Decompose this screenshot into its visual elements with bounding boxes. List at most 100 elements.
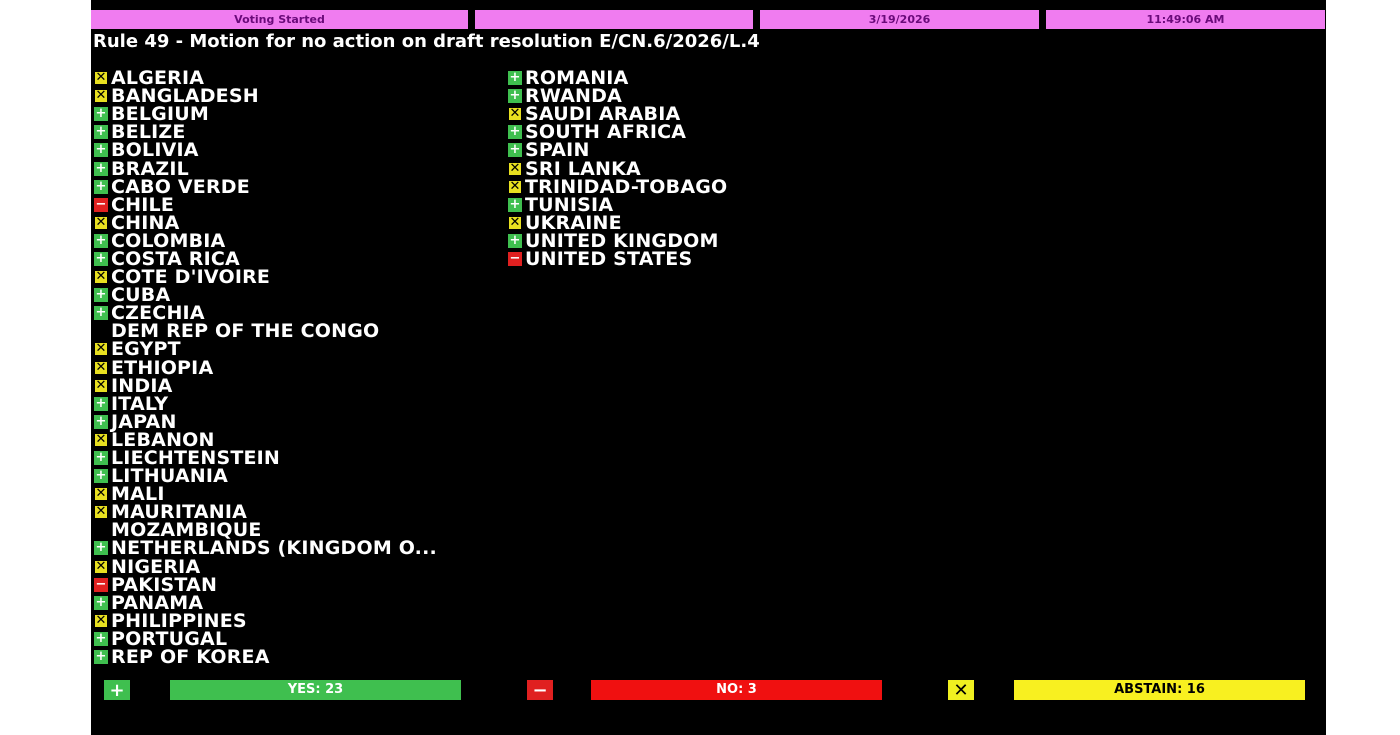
country-row: MOZAMBIQUE (94, 519, 437, 542)
country-row: ✕ MALI (94, 483, 437, 505)
country-row: DEM REP OF THE CONGO (94, 320, 437, 342)
x-icon: ✕ (94, 377, 108, 393)
country-row: + JAPAN (94, 411, 437, 433)
country-name: BOLIVIA (111, 139, 199, 162)
x-icon: ✕ (94, 214, 108, 230)
blank-bar (475, 10, 753, 29)
country-row: + COLOMBIA (94, 230, 437, 252)
country-row: ✕ ALGERIA (94, 67, 437, 89)
country-row: + PANAMA (94, 591, 437, 614)
plus-icon: + (94, 413, 108, 429)
x-icon: ✕ (508, 214, 522, 230)
country-row: + LIECHTENSTEIN (94, 447, 437, 470)
plus-icon: + (94, 232, 108, 248)
country-name: RWANDA (525, 85, 623, 108)
country-row: + REP OF KOREA (94, 646, 437, 669)
minus-icon: − (527, 680, 553, 701)
country-row: + RWANDA (508, 85, 727, 108)
country-row: ✕ BANGLADESH (94, 85, 437, 108)
plus-icon: + (94, 649, 108, 665)
plus-icon: + (94, 594, 108, 610)
country-name: INDIA (111, 374, 173, 397)
plus-icon: + (508, 70, 522, 86)
plus-icon: + (508, 124, 522, 140)
x-icon: ✕ (94, 504, 108, 520)
country-name: REP OF KOREA (111, 646, 270, 669)
country-row: + COSTA RICA (94, 247, 437, 270)
country-row: ✕ COTE D'IVOIRE (94, 266, 437, 288)
country-name: BANGLADESH (111, 85, 259, 108)
plus-icon: + (94, 540, 108, 556)
country-row: + NETHERLANDS (KINGDOM O... (94, 537, 437, 560)
country-row: + CUBA (94, 284, 437, 307)
plus-icon: + (94, 305, 108, 321)
plus-icon: + (94, 160, 108, 176)
plus-icon: + (94, 450, 108, 466)
minus-icon: − (94, 576, 108, 592)
country-name: BELGIUM (111, 103, 209, 126)
country-name: COSTA RICA (111, 247, 240, 270)
x-icon: ✕ (508, 106, 522, 122)
time-bar: 11:49:06 AM (1046, 10, 1325, 29)
country-name: SPAIN (525, 139, 590, 162)
status-bar: Voting Started (91, 10, 468, 29)
country-row: ✕ SRI LANKA (508, 157, 727, 180)
x-icon: ✕ (94, 341, 108, 357)
country-name: ROMANIA (525, 67, 629, 90)
x-icon: ✕ (94, 431, 108, 447)
country-row: + BOLIVIA (94, 139, 437, 162)
country-row: ✕ LEBANON (94, 429, 437, 451)
country-row: ✕ MAURITANIA (94, 501, 437, 523)
plus-icon: + (94, 178, 108, 194)
country-name: MOZAMBIQUE (111, 519, 262, 542)
country-name: CABO VERDE (111, 175, 250, 198)
x-icon: ✕ (94, 88, 108, 104)
x-icon: ✕ (94, 269, 108, 285)
abstain-tally: ABSTAIN: 16 (1014, 680, 1305, 700)
country-name: LIECHTENSTEIN (111, 447, 281, 470)
country-row: − UNITED STATES (508, 248, 727, 270)
country-name: CHILE (111, 193, 175, 216)
country-row: ✕ EGYPT (94, 338, 437, 360)
no-vote-icon (94, 523, 108, 537)
country-name: ETHIOPIA (111, 356, 214, 379)
plus-icon: + (508, 196, 522, 212)
country-name: BRAZIL (111, 157, 189, 180)
country-row: + SOUTH AFRICA (508, 121, 727, 143)
country-name: NETHERLANDS (KINGDOM O... (111, 537, 437, 560)
x-icon: ✕ (508, 160, 522, 176)
no-vote-icon (94, 324, 108, 338)
motion-title: Rule 49 - Motion for no action on draft … (93, 31, 760, 52)
country-row: + PORTUGAL (94, 628, 437, 650)
voting-board: Voting Started 3/19/2026 11:49:06 AM Rul… (91, 0, 1326, 735)
country-name: SRI LANKA (525, 157, 641, 180)
x-icon: ✕ (94, 70, 108, 86)
country-name: PANAMA (111, 591, 204, 614)
country-name: UNITED KINGDOM (525, 229, 719, 252)
country-row: ✕ UKRAINE (508, 211, 727, 234)
country-name: PHILIPPINES (111, 609, 247, 632)
country-name: BELIZE (111, 121, 186, 144)
country-name: CUBA (111, 284, 171, 307)
country-name: SAUDI ARABIA (525, 103, 681, 126)
plus-icon: + (94, 106, 108, 122)
x-icon: ✕ (948, 680, 974, 701)
plus-icon: + (94, 124, 108, 140)
country-row: + SPAIN (508, 139, 727, 162)
country-name: ITALY (111, 392, 169, 415)
x-icon: ✕ (94, 612, 108, 628)
plus-icon: + (94, 468, 108, 484)
plus-icon: + (508, 88, 522, 104)
country-row: ✕ ETHIOPIA (94, 356, 437, 379)
country-row: + CABO VERDE (94, 175, 437, 198)
country-row: + UNITED KINGDOM (508, 229, 727, 252)
date-bar: 3/19/2026 (760, 10, 1039, 29)
country-name: TRINIDAD-TOBAGO (525, 175, 728, 198)
plus-icon: + (94, 287, 108, 303)
plus-icon: + (104, 680, 130, 701)
country-row: ✕ PHILIPPINES (94, 609, 437, 632)
x-icon: ✕ (94, 359, 108, 375)
plus-icon: + (508, 142, 522, 158)
plus-icon: + (94, 142, 108, 158)
country-name: UKRAINE (525, 211, 622, 234)
